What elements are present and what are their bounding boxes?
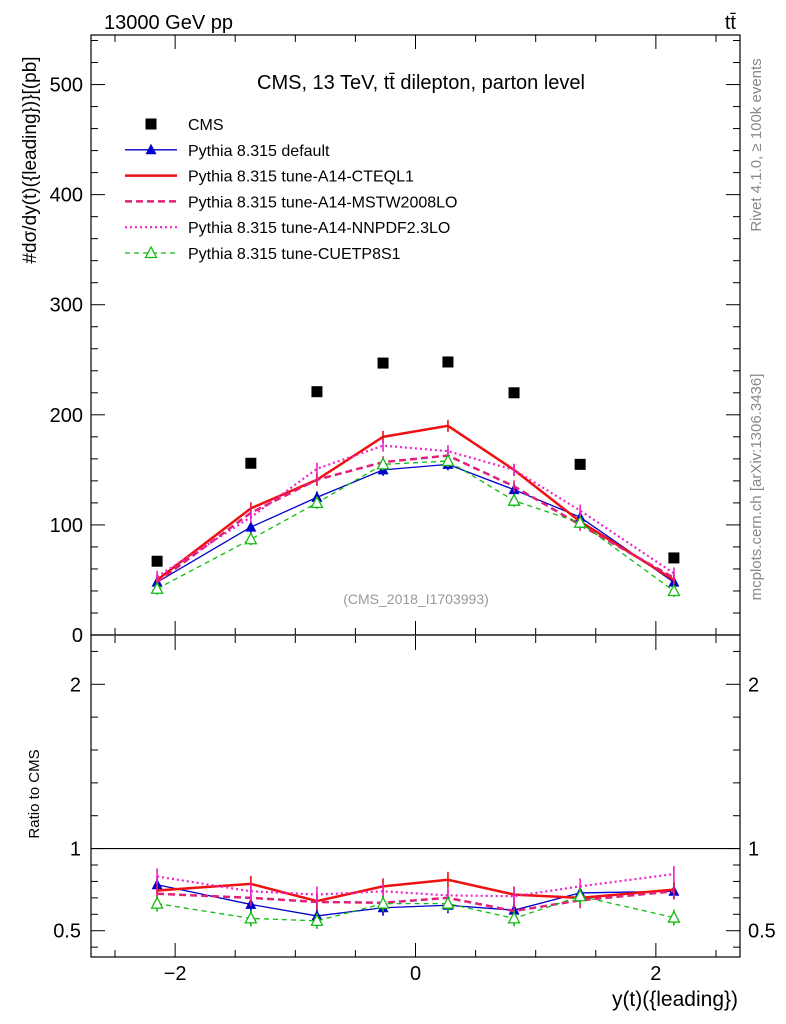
series-line-pythia-8-315-tune-a14-mstw2008lo	[156, 454, 675, 584]
point-cms	[574, 458, 586, 470]
rivet-version-label: Rivet 4.1.0, ≥ 100k events	[748, 58, 765, 231]
ratio-y-tick-label-right: 1	[748, 839, 759, 861]
legend-label-pythia-8-315-tune-a14-mstw2008lo: Pythia 8.315 tune-A14-MSTW2008LO	[188, 194, 457, 211]
point-cms	[508, 387, 520, 399]
main-y-tick-label: 500	[50, 75, 83, 97]
ratio-line-pythia-8-315-tune-cuetp8s1	[157, 895, 675, 922]
ratio-point-pythia-8-315-tune-cuetp8s1	[441, 896, 455, 909]
legend-marker-cms	[145, 118, 157, 130]
main-axes: 0 100 200 300 400 500 −2 0 2	[50, 35, 740, 985]
ratio-line-pythia-8-315-default	[156, 884, 674, 917]
ratio-line-pythia-8-315-tune-a14-cteql1	[157, 878, 675, 903]
ratio-point-pythia-8-315-tune-cuetp8s1	[667, 910, 681, 923]
legend-label-pythia-8-315-tune-a14-cteql1: Pythia 8.315 tune-A14-CTEQL1	[188, 169, 414, 186]
x-tick-label: 0	[410, 963, 421, 985]
ratio-point-pythia-8-315-tune-cuetp8s1	[573, 888, 587, 902]
x-tick-label: −2	[164, 963, 187, 985]
ratio-series-group	[150, 866, 681, 929]
ratio-point-pythia-8-315-tune-cuetp8s1	[310, 913, 324, 927]
main-series-group	[150, 356, 681, 597]
ratio-y-tick-label: 1	[70, 839, 81, 861]
main-y-tick-label: 0	[72, 625, 83, 647]
series-line-pythia-8-315-default	[156, 463, 675, 583]
point-pythia-8-315-tune-cuetp8s1	[441, 453, 455, 467]
ratio-y-tick-label: 2	[70, 674, 81, 696]
point-cms	[668, 552, 680, 564]
ratio-line-pythia-8-315-tune-a14-mstw2008lo	[157, 890, 675, 913]
legend-label-pythia-8-315-default: Pythia 8.315 default	[188, 143, 330, 160]
point-pythia-8-315-tune-cuetp8s1	[310, 495, 324, 509]
ratio-point-pythia-8-315-tune-cuetp8s1	[376, 896, 390, 909]
series-line-pythia-8-315-tune-a14-nnpdf2-3lo	[156, 444, 675, 578]
point-cms	[311, 386, 323, 398]
source-label: mcplots.cern.ch [arXiv:1306.3436]	[748, 374, 765, 601]
ratio-point-pythia-8-315-tune-cuetp8s1	[507, 910, 521, 924]
ratio-line-pythia-8-315-tune-a14-nnpdf2-3lo	[156, 872, 675, 898]
ratio-y-tick-label: 0.5	[53, 921, 81, 943]
chart-title: CMS, 13 TeV, tt̄ dilepton, parton level	[257, 72, 585, 94]
point-cms	[245, 457, 257, 469]
energy-label: 13000 GeV pp	[104, 12, 233, 34]
main-ylabel-group: #dσ/dy(t)({leading})}[(pb]	[20, 56, 41, 263]
ratio-y-tick-label-right: 2	[748, 674, 759, 696]
point-cms	[377, 357, 389, 369]
point-pythia-8-315-tune-cuetp8s1	[376, 456, 390, 470]
legend-marker-pythia-8-315-tune-cuetp8s1	[144, 245, 158, 259]
process-label: tt̄	[725, 12, 737, 34]
point-pythia-8-315-tune-cuetp8s1	[507, 493, 521, 506]
legend-label-pythia-8-315-tune-a14-nnpdf2-3lo: Pythia 8.315 tune-A14-NNPDF2.3LO	[188, 220, 450, 237]
x-axis-label: y(t)({leading})	[612, 988, 738, 1011]
point-pythia-8-315-tune-cuetp8s1	[150, 581, 164, 594]
point-pythia-8-315-tune-cuetp8s1	[244, 531, 258, 545]
ratio-point-pythia-8-315-tune-cuetp8s1	[150, 896, 164, 909]
legend: CMS Pythia 8.315 default Pythia 8.315 tune…	[125, 117, 457, 263]
legend-label-pythia-8-315-tune-cuetp8s1: Pythia 8.315 tune-CUETP8S1	[188, 246, 401, 263]
ratio-y-tick-label-right: 0.5	[748, 921, 776, 943]
point-cms	[442, 356, 454, 368]
series-line-pythia-8-315-tune-cuetp8s1	[156, 460, 675, 592]
main-y-tick-label: 300	[50, 295, 83, 317]
ratio-ylabel: Ratio to CMS	[26, 749, 43, 838]
point-pythia-8-315-tune-cuetp8s1	[573, 515, 587, 528]
point-pythia-8-315-default	[245, 521, 257, 532]
point-cms	[151, 555, 163, 567]
legend-marker-pythia-8-315-default	[145, 143, 157, 155]
ratio-axes: 0.5 0.5 1 1 2 2	[53, 650, 776, 948]
x-tick-label: 2	[650, 963, 661, 985]
main-y-tick-label: 100	[50, 515, 83, 537]
main-y-tick-label: 400	[50, 185, 83, 207]
main-y-tick-label: 200	[50, 405, 83, 427]
main-ylabel: #dσ/dy(t)({leading})}[(pb]	[20, 56, 41, 263]
legend-label-cms: CMS	[188, 117, 224, 134]
analysis-tag: (CMS_2018_I1703993)	[343, 591, 489, 607]
ratio-point-pythia-8-315-tune-cuetp8s1	[244, 910, 258, 924]
series-line-pythia-8-315-tune-a14-cteql1	[156, 424, 675, 582]
point-pythia-8-315-tune-cuetp8s1	[667, 583, 681, 597]
